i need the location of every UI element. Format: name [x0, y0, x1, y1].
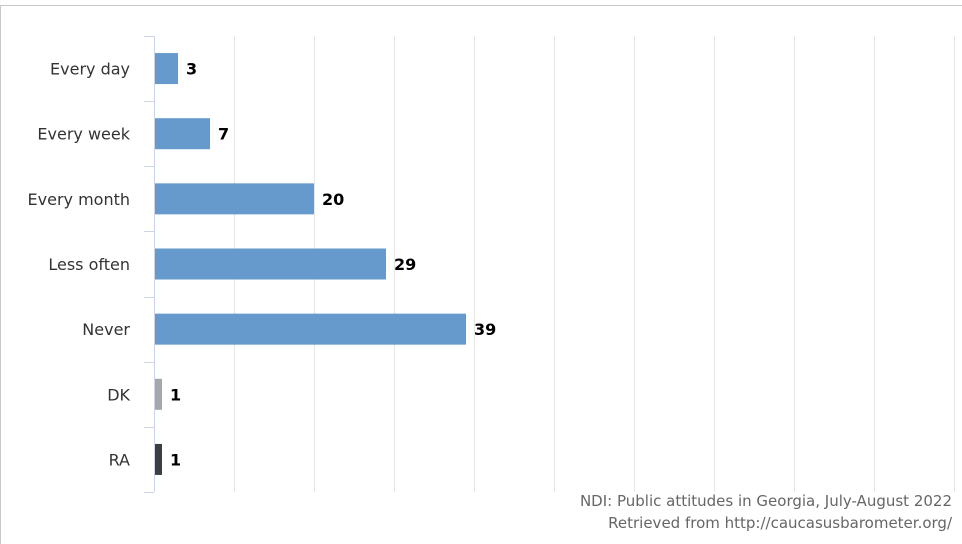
category-label: Less often — [48, 255, 130, 274]
value-label: 1 — [170, 385, 181, 404]
value-label: 29 — [394, 255, 416, 274]
retrieved-from-credit: Retrieved from http://caucasusbarometer.… — [608, 514, 952, 532]
category-labels: Every day Every week Every month Less often… — [28, 60, 131, 470]
bar[interactable] — [155, 248, 386, 280]
category-label: Every week — [37, 125, 130, 144]
bar[interactable] — [155, 183, 314, 215]
value-label: 3 — [186, 60, 197, 79]
bar[interactable] — [155, 378, 162, 410]
category-label: DK — [107, 385, 130, 404]
gridlines — [234, 36, 955, 492]
value-label: 20 — [322, 190, 344, 209]
value-label: 39 — [474, 320, 496, 339]
category-axis — [144, 36, 155, 493]
category-label: Every day — [50, 60, 130, 79]
category-label: Never — [82, 320, 130, 339]
value-labels: 3 7 20 29 39 1 1 — [170, 60, 496, 470]
bar[interactable] — [155, 313, 466, 345]
bar[interactable] — [155, 53, 178, 85]
bar[interactable] — [155, 443, 162, 475]
bar[interactable] — [155, 118, 210, 150]
category-label: RA — [109, 450, 130, 469]
value-label: 7 — [218, 125, 229, 144]
value-label: 1 — [170, 450, 181, 469]
category-label: Every month — [28, 190, 130, 209]
bars — [155, 53, 466, 475]
source-credit: NDI: Public attitudes in Georgia, July-A… — [579, 492, 952, 510]
